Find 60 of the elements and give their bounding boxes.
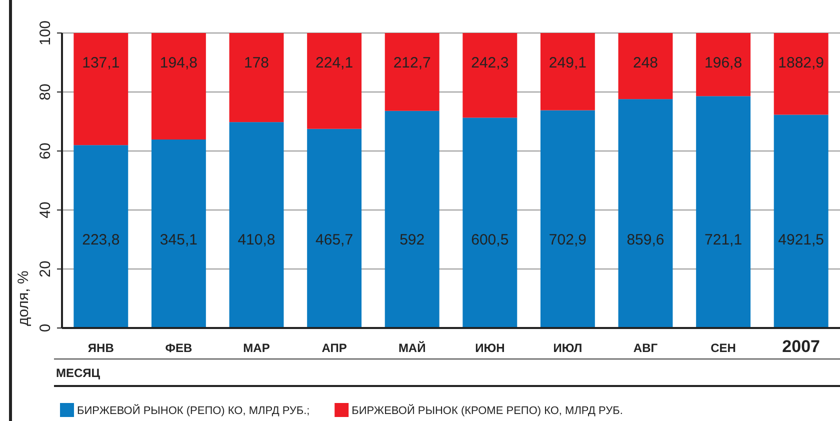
annotation: 1882,9 bbox=[778, 54, 824, 72]
bar bbox=[151, 139, 206, 328]
annotation: 345,1 bbox=[160, 232, 198, 248]
annotation: 410,8 bbox=[238, 232, 276, 248]
bar bbox=[384, 33, 440, 111]
bar bbox=[74, 145, 128, 328]
annotation: 249,1 bbox=[548, 54, 586, 72]
annotation: 196,8 bbox=[704, 54, 742, 72]
x-tick-label: ЯНВ bbox=[88, 341, 114, 355]
annotation: 242,3 bbox=[471, 54, 509, 72]
bar bbox=[307, 33, 362, 129]
annotation: 212,7 bbox=[393, 54, 431, 72]
bar bbox=[696, 96, 751, 328]
annotation: 702,9 bbox=[548, 232, 586, 248]
annotation: 592 bbox=[400, 232, 425, 248]
y-axis-title: доля, % bbox=[15, 270, 32, 326]
x-tick-label: ИЮЛ bbox=[553, 341, 582, 355]
x-axis-title: МЕСЯЦ bbox=[56, 366, 100, 380]
annotation: 4921,5 bbox=[778, 232, 824, 248]
x-tick-label: СЕН bbox=[710, 341, 736, 355]
annotation: 137,1 bbox=[82, 54, 120, 72]
x-tick-label: ФЕВ bbox=[165, 341, 192, 355]
bar bbox=[462, 118, 518, 328]
y-tick-label: 100 bbox=[37, 20, 54, 46]
y-tick-label: 40 bbox=[37, 202, 54, 218]
annotation: 224,1 bbox=[316, 54, 354, 72]
annotation: 248 bbox=[632, 54, 658, 72]
y-tick-label: 80 bbox=[37, 84, 54, 100]
annotation: 721,1 bbox=[704, 232, 742, 248]
x-tick-label: МАР bbox=[243, 341, 270, 355]
bar bbox=[151, 33, 206, 140]
x-tick-label: МАЙ bbox=[398, 341, 426, 355]
bar bbox=[774, 33, 828, 115]
legend-label: БИРЖЕВОЙ РЫНОК (РЕПО) КО, МЛРД РУБ.; bbox=[77, 404, 310, 417]
x-tick-label: ИЮН bbox=[475, 341, 505, 355]
bar bbox=[774, 114, 828, 328]
bar bbox=[462, 33, 518, 118]
legend-label: БИРЖЕВОЙ РЫНОК (КРОМЕ РЕПО) КО, МЛРД РУБ. bbox=[352, 404, 623, 417]
x-tick-label: 2007 bbox=[782, 337, 820, 356]
bar bbox=[696, 33, 751, 96]
bar bbox=[229, 33, 284, 122]
annotation: 178 bbox=[244, 54, 270, 72]
annotation: 194,8 bbox=[160, 54, 198, 72]
bar bbox=[618, 33, 673, 100]
bar bbox=[618, 99, 673, 328]
y-tick-label: 60 bbox=[37, 142, 54, 160]
y-tick-label: 20 bbox=[37, 260, 54, 278]
bar bbox=[307, 128, 362, 328]
bar bbox=[540, 110, 595, 328]
y-tick-label: 0 bbox=[37, 324, 54, 332]
bar bbox=[384, 110, 440, 328]
bar bbox=[74, 33, 128, 146]
x-tick-label: АВГ bbox=[633, 341, 658, 355]
x-tick-label: АПР bbox=[322, 341, 347, 355]
annotation: 223,8 bbox=[82, 232, 120, 248]
annotation: 600,5 bbox=[471, 232, 509, 248]
annotation: 465,7 bbox=[316, 232, 354, 248]
bar bbox=[540, 33, 595, 110]
bar bbox=[229, 122, 284, 328]
annotation: 859,6 bbox=[626, 232, 664, 248]
